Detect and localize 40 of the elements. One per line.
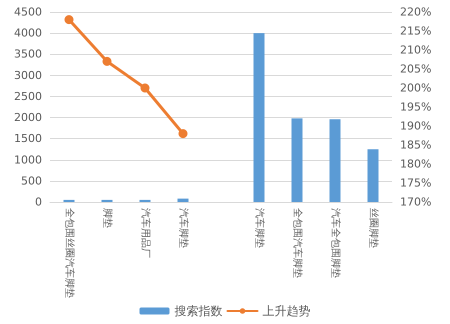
bar [368,149,378,202]
y2-tick-label: 215% [400,24,432,38]
bar [330,119,340,202]
x-tick-label: 丝圈脚垫 [368,208,380,248]
y-tick-label: 1500 [14,132,42,146]
point [64,15,74,24]
x-tick-label: 全包围丝圈汽车脚垫 [64,208,76,298]
bar [178,198,188,202]
y2-tick-label: 170% [400,196,432,208]
x-tick-label: 汽车脚垫 [178,208,190,248]
y-tick-label: 3000 [14,68,42,82]
y2-tick-label: 195% [400,100,432,114]
x-tick-label: 脚垫 [102,208,114,228]
y2-tick-label: 180% [400,158,432,170]
y-tick-label: 2500 [14,90,42,103]
y2-tick-label: 210% [400,44,432,56]
legend-label: 上升趋势 [262,304,310,318]
y-tick-label: 0 [35,196,42,208]
bar [254,33,264,202]
y-tick-label: 2000 [14,111,42,124]
bar [292,118,302,202]
y2-tick-label: 205% [400,62,432,76]
x-tick-label: 汽车全包围脚垫 [330,208,342,278]
y2-tick-label: 175% [400,176,432,190]
point [102,56,112,66]
y2-tick-label: 220% [400,6,432,18]
y-tick-label: 3500 [14,48,42,61]
y-tick-label: 4500 [14,6,42,18]
y-tick-label: 1000 [14,153,42,166]
x-tick-label: 全包围汽车脚垫 [292,208,304,278]
y-tick-label: 500 [21,174,42,188]
x-tick-label: 汽车脚垫 [254,208,266,248]
x-tick-label: 汽车用品厂 [140,208,152,258]
y-tick-label: 4000 [14,26,42,40]
legend-label: 搜索指数 [174,304,222,318]
y2-tick-label: 200% [400,82,432,94]
point [178,129,188,138]
y2-tick-label: 185% [400,138,432,152]
point [140,84,150,92]
y2-tick-label: 190% [400,120,432,132]
